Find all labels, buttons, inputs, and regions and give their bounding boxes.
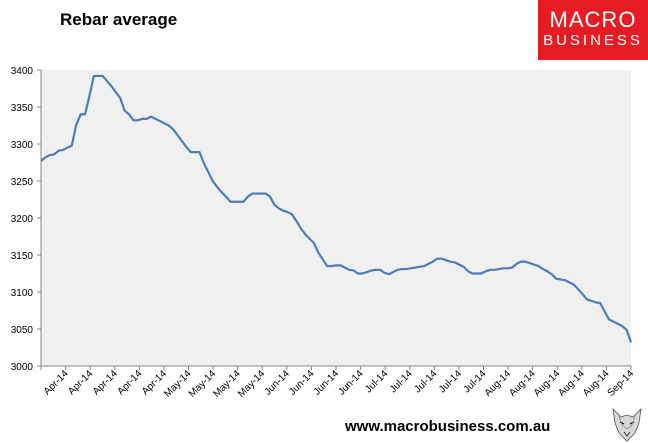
logo-line1: MACRO <box>549 7 637 32</box>
x-tick-label: Apr-14 <box>42 368 71 397</box>
logo-line2: BUSINESS <box>543 32 643 49</box>
y-tick-label: 3250 <box>11 177 34 188</box>
y-tick-label: 3300 <box>11 140 34 151</box>
x-tick-label: Apr-14 <box>115 368 144 397</box>
x-tick-label: Aug-14 <box>532 368 563 399</box>
y-tick-label: 3050 <box>11 325 34 336</box>
y-tick-label: 3200 <box>11 214 34 225</box>
wolf-logo-icon <box>610 405 644 443</box>
y-tick-label: 3150 <box>11 251 34 262</box>
series-line <box>40 74 633 343</box>
x-tick-label: Jul-14 <box>388 368 415 395</box>
x-tick-label: Jul-14 <box>412 368 439 395</box>
x-tick-label: Jun-14 <box>287 368 317 398</box>
y-tick-label: 3100 <box>11 288 34 299</box>
x-tick-label: Apr-14 <box>66 368 95 397</box>
y-tick-label: 3000 <box>11 362 34 373</box>
x-tick-label: Jun-14 <box>263 368 293 398</box>
footer-url[interactable]: www.macrobusiness.com.au <box>345 418 551 435</box>
x-tick-label: Jul-14 <box>437 368 464 395</box>
x-tick-label: Aug-14 <box>581 368 612 399</box>
x-tick-label: Jul-14 <box>363 368 390 395</box>
x-tick-label: May-14 <box>236 368 268 400</box>
x-tick-label: Jun-14 <box>312 368 342 398</box>
macrobusiness-logo: MACRO BUSINESS <box>538 0 648 60</box>
x-tick-label: Jun-14 <box>336 368 366 398</box>
y-tick-label: 3400 <box>11 66 34 77</box>
x-tick-label: Aug-14 <box>483 368 514 399</box>
x-tick-label: Aug-14 <box>556 368 587 399</box>
y-tick-label: 3350 <box>11 103 34 114</box>
x-tick-label: Sep-14 <box>606 368 637 399</box>
x-tick-label: Aug-14 <box>507 368 538 399</box>
chart-title: Rebar average <box>60 10 178 29</box>
x-tick-label: Apr-14 <box>91 368 120 397</box>
